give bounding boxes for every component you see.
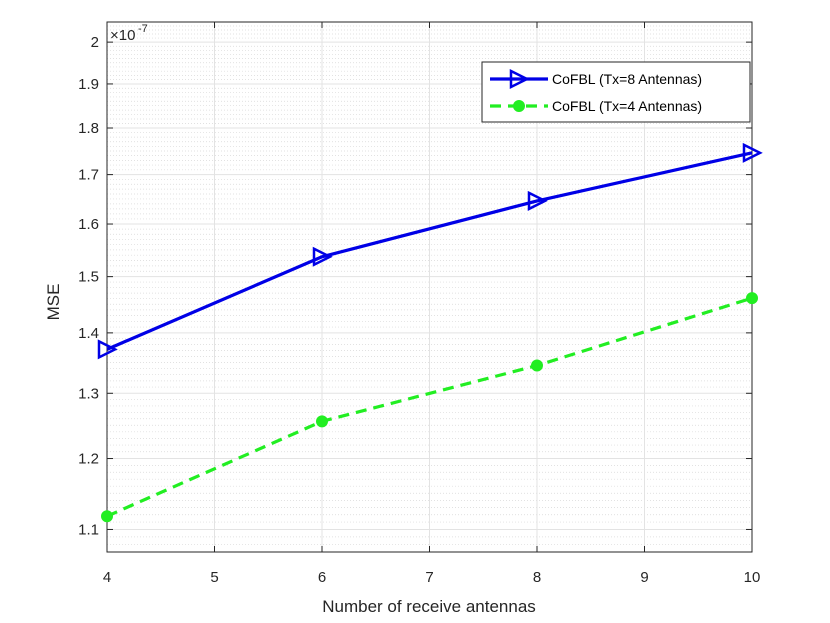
y-tick-label: 1.1 [78,521,99,538]
y-tick-label: 1.4 [78,325,99,342]
legend-label: CoFBL (Tx=4 Antennas) [552,98,702,114]
y-tick-label: 2 [91,34,99,51]
series-2 [101,292,758,523]
ticks: 1.1 1.2 1.3 1.4 1.5 1.6 1.7 1.8 1.9 2 4 5 6 7 8 9 10 [78,22,760,586]
legend-swatch-marker [513,100,525,112]
legend-swatch-marker [509,68,530,90]
data-point [742,142,763,163]
data-point [316,415,328,428]
data-point [101,510,113,523]
data-point [97,339,118,360]
legend-entry: CoFBL (Tx=4 Antennas) [490,98,702,114]
y-tick-label: 1.2 [78,451,99,468]
y-exponent-label: ×10 -7 [110,23,148,44]
grid [106,21,753,553]
legend-label: CoFBL (Tx=8 Antennas) [552,71,702,87]
data-point [531,359,543,372]
x-tick-label: 8 [533,569,541,586]
legend-entry: CoFBL (Tx=8 Antennas) [490,68,702,90]
series-1 [97,142,763,360]
y-tick-label: 1.9 [78,76,99,93]
x-tick-label: 7 [425,569,433,586]
series-line [106,296,753,518]
x-tick-label: 9 [640,569,648,586]
y-exponent-power: -7 [138,23,148,35]
series-line [106,151,753,351]
x-tick-label: 10 [744,569,761,586]
y-tick-label: 1.7 [78,167,99,184]
series-layer [97,142,763,523]
y-exponent-base: ×10 [110,27,135,44]
y-tick-label: 1.5 [78,269,99,286]
x-tick-label: 6 [318,569,326,586]
legend-box [481,61,751,123]
data-point [312,246,333,267]
y-tick-label: 1.8 [78,120,99,137]
legend: CoFBL (Tx=8 Antennas) CoFBL (Tx=4 Antenna… [481,61,751,123]
x-tick-label: 4 [103,569,111,586]
data-point [527,190,548,211]
y-axis-label: MSE [44,284,63,321]
y-tick-label: 1.6 [78,216,99,233]
x-tick-label: 5 [210,569,218,586]
data-point [746,292,758,305]
x-axis-label: Number of receive antennas [322,597,536,616]
y-tick-label: 1.3 [78,385,99,402]
